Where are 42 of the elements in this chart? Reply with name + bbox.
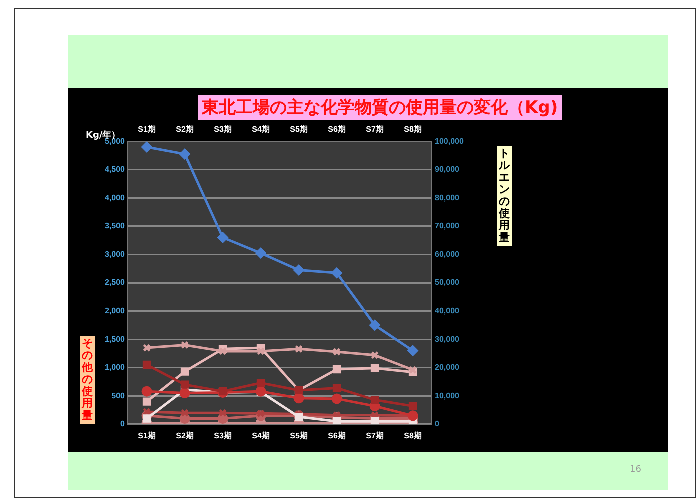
y-tick-label: 4,000	[104, 193, 126, 202]
y2-tick-label: 70,000	[435, 222, 460, 231]
category-label: S3期	[214, 125, 232, 134]
category-label: S2期	[176, 125, 194, 134]
y2-tick-label: 100,000	[435, 136, 464, 146]
y-tick-label: 4,500	[104, 165, 126, 174]
y-tick-label: 1,500	[104, 334, 126, 344]
y2-tick-label: 80,000	[435, 193, 460, 202]
x-tick-label: S2期	[176, 431, 194, 440]
y2-tick-label: 60,000	[435, 250, 460, 259]
x-tick-label: S8期	[404, 431, 422, 440]
y2-axis-title: トルエンの使用量	[499, 147, 510, 244]
y-tick-label: 5,000	[104, 136, 126, 146]
y-tick-label: 0	[120, 420, 126, 429]
y2-tick-label: 20,000	[435, 363, 460, 372]
category-label: S6期	[328, 125, 346, 134]
y-axis-title: その他の使用量	[82, 337, 93, 422]
y-tick-label: 3,500	[104, 222, 126, 231]
category-label: S4期	[252, 125, 270, 134]
category-label: S5期	[290, 125, 308, 134]
y-tick-label: 2,500	[104, 278, 126, 288]
x-tick-label: S6期	[328, 431, 346, 440]
x-tick-label: S7期	[366, 431, 384, 440]
y-tick-label: 3,000	[104, 250, 126, 259]
y2-tick-label: 0	[435, 420, 440, 429]
chart-title: 東北工場の主な化学物質の使用量の変化（Kg)	[198, 95, 562, 120]
y2-tick-label: 10,000	[435, 391, 460, 400]
x-tick-label: S5期	[290, 431, 308, 440]
y-tick-label: 2,000	[104, 306, 126, 316]
text: 16	[630, 465, 642, 475]
y2-tick-label: 50,000	[435, 278, 460, 288]
y-tick-label: 1,000	[104, 363, 126, 372]
x-tick-label: S3期	[214, 431, 232, 440]
y2-tick-label: 90,000	[435, 165, 460, 174]
y-tick-label: 500	[112, 391, 126, 400]
category-label: S7期	[366, 125, 384, 134]
y2-tick-label: 30,000	[435, 334, 460, 344]
category-label: S8期	[404, 125, 422, 134]
x-tick-label: S4期	[252, 431, 270, 440]
x-tick-label: S1期	[138, 431, 156, 440]
y2-tick-label: 40,000	[435, 306, 460, 316]
category-label: S1期	[138, 125, 156, 134]
